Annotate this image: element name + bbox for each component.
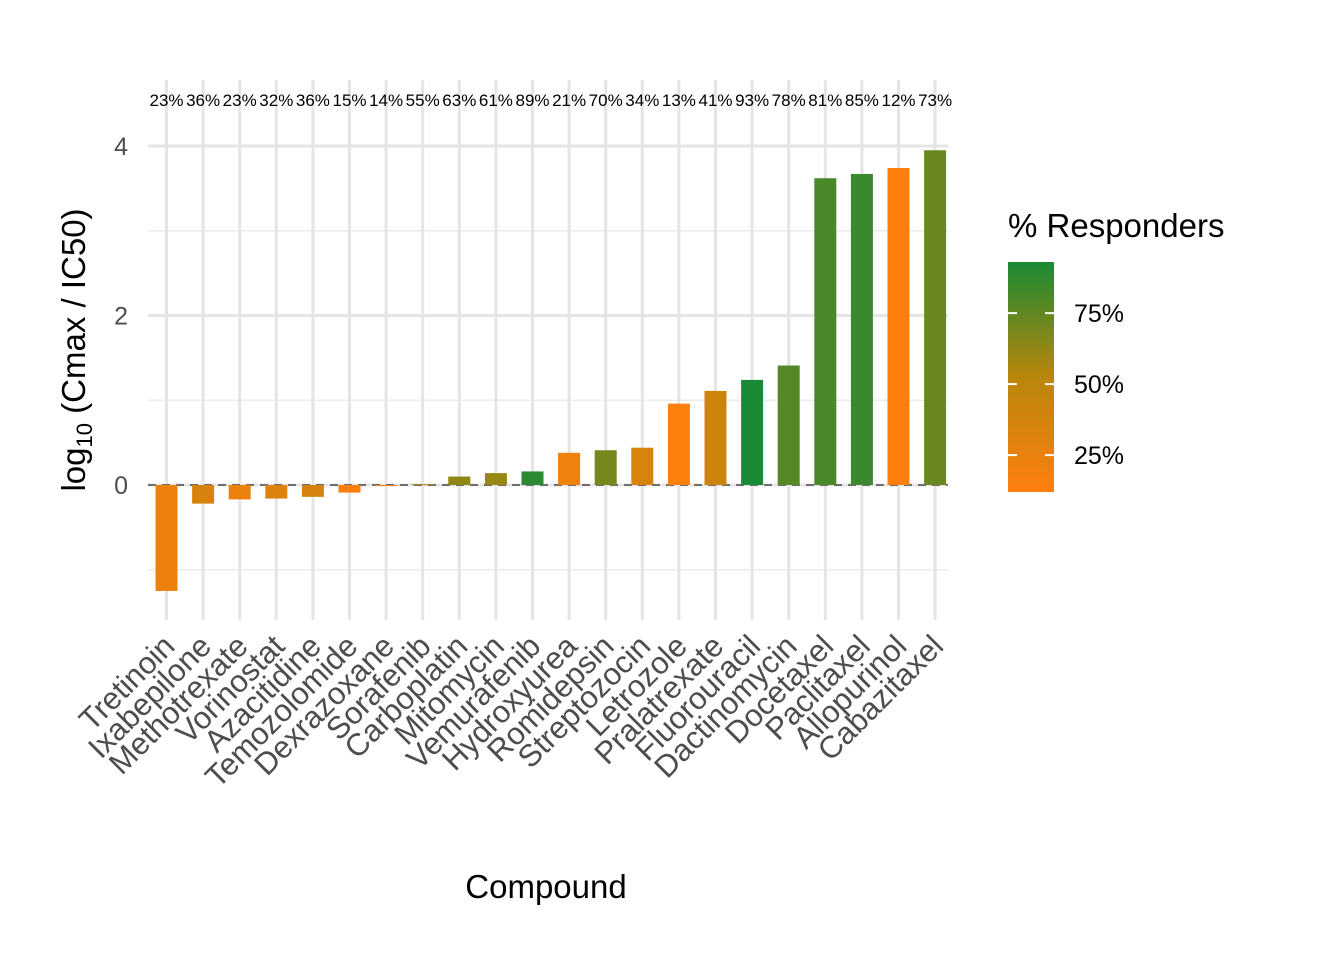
- responder-label: 36%: [186, 91, 220, 110]
- y-axis: 0 2 4: [114, 133, 128, 500]
- legend-label: 75%: [1074, 300, 1124, 328]
- bar-azacitidine: [301, 485, 324, 497]
- bar-methotrexate: [228, 485, 251, 500]
- responder-label: 81%: [808, 91, 842, 110]
- bar-temozolomide: [338, 485, 361, 493]
- bar-pralatrexate: [704, 390, 727, 485]
- legend-label: 25%: [1074, 442, 1124, 470]
- responder-label: 55%: [406, 91, 440, 110]
- bar-fluorouracil: [741, 379, 764, 485]
- responder-label: 78%: [772, 91, 806, 110]
- y-tick-label: 0: [114, 472, 128, 500]
- responder-label: 34%: [625, 91, 659, 110]
- responder-label: 63%: [442, 91, 476, 110]
- bar-hydroxyurea: [558, 452, 581, 485]
- y-tick-label: 4: [114, 133, 128, 161]
- responder-label: 73%: [918, 91, 952, 110]
- responder-label: 89%: [515, 91, 549, 110]
- bar-vemurafenib: [521, 471, 544, 485]
- bars: [155, 150, 947, 591]
- bar-allopurinol: [887, 168, 910, 485]
- responder-label: 12%: [881, 91, 915, 110]
- bar-streptozocin: [631, 447, 654, 485]
- legend-colorbar: [1008, 262, 1054, 492]
- bar-docetaxel: [814, 178, 837, 485]
- bar-sorafenib: [411, 484, 434, 486]
- bar-carboplatin: [448, 476, 471, 485]
- y-tick-label: 2: [114, 303, 128, 331]
- responder-label: 61%: [479, 91, 513, 110]
- legend: % Responders 75% 50% 25%: [1008, 207, 1224, 492]
- legend-ticks: 75% 50% 25%: [1008, 300, 1124, 470]
- bar-letrozole: [667, 403, 690, 485]
- bar-dexrazoxane: [375, 485, 398, 486]
- bar-paclitaxel: [850, 173, 873, 485]
- bar-ixabepilone: [192, 485, 215, 504]
- responder-label: 93%: [735, 91, 769, 110]
- legend-label: 50%: [1074, 371, 1124, 399]
- responder-label: 23%: [223, 91, 257, 110]
- responder-label: 23%: [149, 91, 183, 110]
- bar-vorinostat: [265, 485, 288, 499]
- y-axis-title-suffix: (Cmax / IC50): [55, 208, 92, 423]
- responder-label: 15%: [332, 91, 366, 110]
- bar-romidepsin: [594, 450, 617, 485]
- responder-label: 85%: [845, 91, 879, 110]
- responder-label: 36%: [296, 91, 330, 110]
- bar-mitomycin: [484, 473, 507, 485]
- bar-cabazitaxel: [924, 150, 947, 486]
- responder-label: 13%: [662, 91, 696, 110]
- y-axis-title-subscript: 10: [72, 423, 97, 447]
- responder-label: 70%: [589, 91, 623, 110]
- y-axis-title: log10 (Cmax / IC50): [55, 208, 97, 491]
- x-axis: TretinoinIxabepiloneMethotrexateVorinost…: [72, 628, 950, 795]
- bar-dactinomycin: [777, 365, 800, 485]
- y-axis-title-prefix: log: [55, 447, 92, 491]
- responder-labels: 23% 36% 23% 32% 36% 15% 14% 55% 63% 61% 89% 21% 70% 3…: [149, 91, 952, 110]
- x-axis-title: Compound: [465, 868, 626, 905]
- bar-tretinoin: [155, 485, 178, 591]
- legend-title: % Responders: [1008, 207, 1224, 244]
- responder-label: 41%: [698, 91, 732, 110]
- responder-label: 21%: [552, 91, 586, 110]
- responder-label: 32%: [259, 91, 293, 110]
- responder-label: 14%: [369, 91, 403, 110]
